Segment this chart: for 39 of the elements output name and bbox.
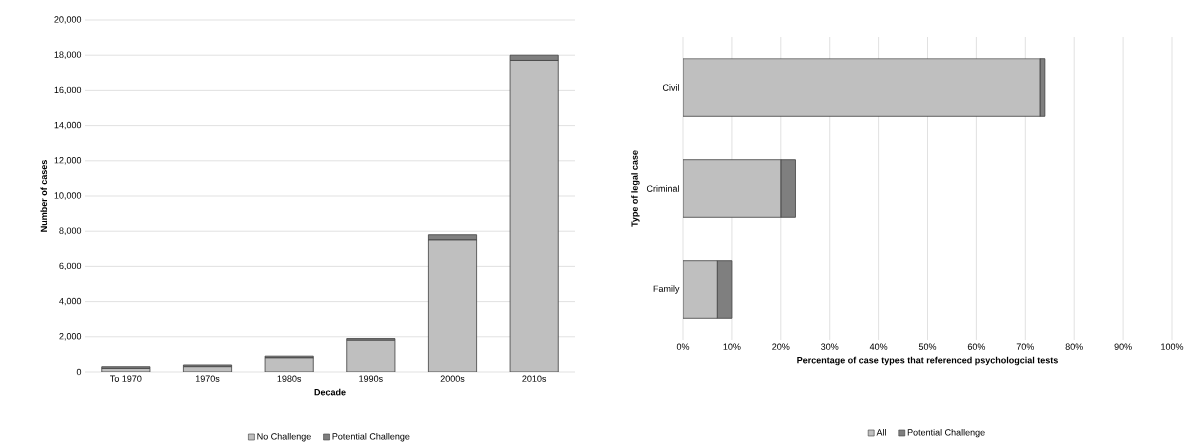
x-axis-title: Percentage of case types that referenced psychologcial tests (797, 356, 1058, 366)
y-tick-label: 8,000 (59, 227, 82, 235)
x-tick-label: 70% (1016, 343, 1034, 350)
y-tick-label: 0 (76, 368, 82, 376)
y-tick-label: 2,000 (59, 333, 82, 341)
legend-label: Potential Challenge (332, 432, 410, 442)
x-tick-label: 1990s (359, 375, 383, 382)
x-tick-label: 40% (869, 343, 888, 350)
x-tick-label: 60% (967, 343, 986, 350)
x-tick-label: 1980s (277, 375, 302, 382)
x-axis-title: Decade (314, 388, 346, 396)
x-tick-label: 0% (676, 343, 690, 350)
y-tick-label: Criminal (646, 185, 679, 192)
legend-label: No Challenge (257, 432, 311, 442)
y-tick-label: 18,000 (54, 51, 82, 59)
legend-label: Potential Challenge (907, 428, 985, 438)
y-tick-label: 20,000 (54, 16, 82, 24)
y-tick-label: 16,000 (54, 86, 82, 95)
y-tick-label: 4,000 (59, 297, 82, 306)
x-tick-label: 50% (918, 343, 937, 350)
x-tick-label: 2010s (522, 375, 547, 382)
x-tick-label: To 1970 (110, 375, 142, 382)
y-tick-label: 10,000 (54, 192, 82, 200)
x-tick-label: 30% (821, 343, 839, 350)
y-tick-label: 12,000 (54, 157, 82, 165)
legend-label: All (876, 428, 886, 436)
y-tick-label: Family (653, 285, 680, 294)
y-tick-label: Civil (662, 84, 679, 91)
x-tick-label: 100% (1161, 343, 1184, 350)
x-tick-label: 10% (723, 343, 741, 350)
x-tick-label: 80% (1065, 343, 1083, 350)
x-tick-label: 20% (772, 343, 790, 350)
y-tick-label: 6,000 (59, 262, 82, 271)
x-tick-label: 2000s (440, 375, 465, 382)
y-tick-label: 14,000 (54, 121, 82, 130)
x-tick-label: 1970s (195, 375, 220, 382)
x-tick-label: 90% (1114, 343, 1132, 350)
y-axis-title: Number of cases (40, 160, 48, 232)
y-axis-title: Type of legal case (631, 150, 640, 227)
